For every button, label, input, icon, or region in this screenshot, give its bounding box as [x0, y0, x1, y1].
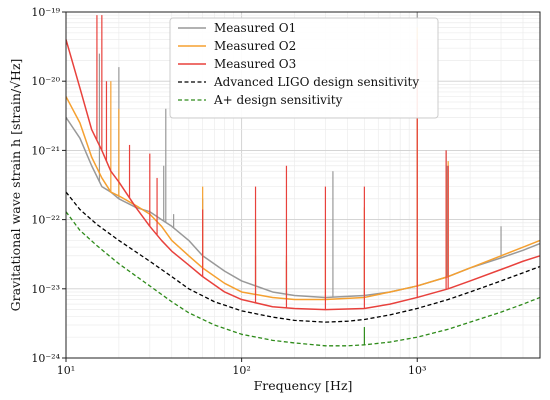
- legend-label: Measured O2: [214, 39, 296, 53]
- legend-label: Measured O1: [214, 21, 296, 35]
- x-tick-label: 10²: [232, 364, 250, 377]
- series-line-5: [65, 211, 541, 347]
- x-axis-label: Frequency [Hz]: [254, 378, 353, 393]
- y-tick-label: 10⁻²⁰: [31, 75, 60, 88]
- y-tick-label: 10⁻²²: [31, 214, 60, 227]
- y-tick-label: 10⁻²¹: [31, 144, 60, 157]
- legend-box: [169, 17, 439, 119]
- y-tick-label: 10⁻¹⁹: [31, 6, 60, 19]
- series-line-4: [65, 191, 541, 323]
- legend-label: Advanced LIGO design sensitivity: [213, 75, 419, 89]
- x-tick-label: 10³: [408, 364, 426, 377]
- y-axis-label: Gravitational wave strain h [strain/√Hz]: [8, 59, 23, 312]
- ticks: 10¹ 10² 10³ 10⁻²⁴ 10⁻²³ 10⁻²² 10⁻²¹ 10⁻²⁰ 10⁻¹⁹: [31, 6, 426, 377]
- x-tick-label: 10¹: [57, 364, 75, 377]
- y-tick-label: 10⁻²⁴: [31, 352, 60, 365]
- series-layer: [65, 12, 541, 347]
- legend-label: Measured O3: [214, 57, 296, 71]
- legend-label: A+ design sensitivity: [213, 93, 343, 107]
- y-tick-label: 10⁻²³: [31, 283, 60, 296]
- legend: Measured O1 Measured O2 Measured O3 Advance…: [169, 17, 439, 119]
- plot-frame: [65, 11, 541, 359]
